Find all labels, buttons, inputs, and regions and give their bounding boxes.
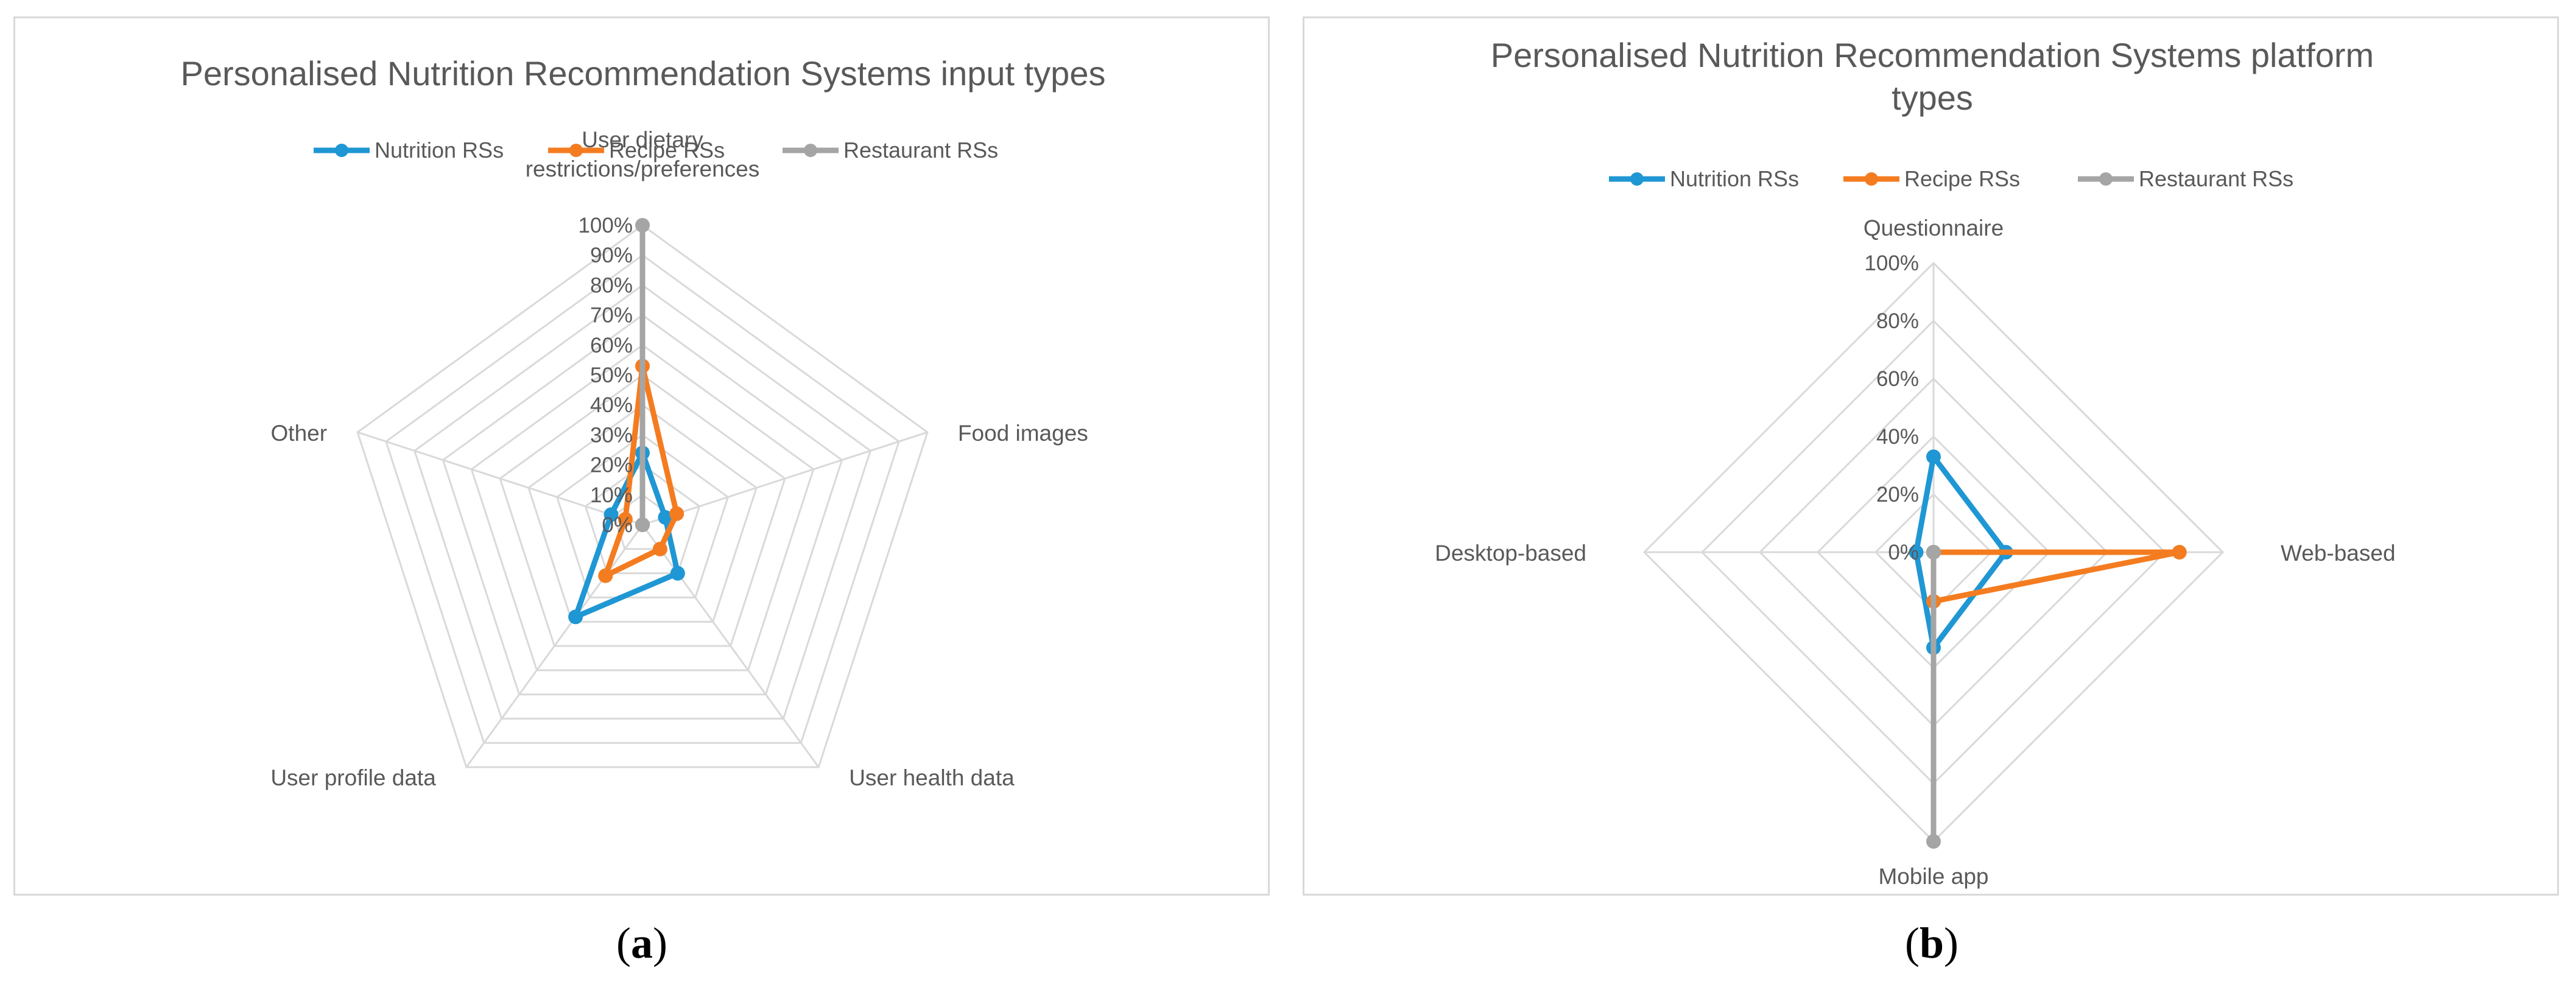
tick-label: 60%	[1876, 367, 1919, 391]
data-point-user-profile-data	[598, 568, 613, 583]
grid-ring	[413, 284, 872, 720]
legend-item-restaurant-rss: Restaurant RSs	[783, 138, 998, 163]
tick-label: 80%	[1876, 309, 1919, 333]
data-point-mobile-app	[1926, 834, 1941, 849]
tick-label: 10%	[590, 483, 633, 507]
legend-label: Restaurant RSs	[2139, 166, 2293, 191]
series-line	[602, 363, 680, 579]
radar-chart-platform-types: Personalised Nutrition Recommendation Sy…	[1435, 36, 2396, 889]
chart-title: Personalised Nutrition Recommendation Sy…	[1491, 36, 2374, 74]
legend-swatch-marker	[1630, 172, 1644, 186]
data-point-web-based	[2172, 545, 2187, 560]
grid-ring	[555, 433, 730, 598]
data-point-user-dietary-restrictions-preferences	[635, 218, 650, 233]
axis-label-food-images: Food images	[958, 421, 1088, 446]
tick-label: 20%	[590, 454, 633, 477]
series-line	[572, 450, 681, 620]
legend-item-restaurant-rss: Restaurant RSs	[2078, 166, 2293, 191]
tick-label: 90%	[590, 244, 633, 267]
chart-title: types	[1892, 79, 1973, 117]
radar-chart-input-types: Personalised Nutrition Recommendation Sy…	[181, 54, 1106, 790]
series-restaurant-rss	[635, 218, 650, 532]
grid-ring	[356, 224, 929, 768]
legend-swatch-marker	[335, 144, 348, 157]
chart-title: Personalised Nutrition Recommendation Sy…	[181, 54, 1106, 93]
axis-label-mobile-app: Mobile app	[1878, 864, 1988, 889]
tick-label: 100%	[1864, 251, 1919, 275]
tick-label: 20%	[1876, 483, 1919, 507]
axis-label-web-based: Web-based	[2281, 541, 2396, 566]
tick-label: 60%	[590, 334, 633, 357]
legend-label: Restaurant RSs	[843, 138, 998, 163]
data-point-other	[635, 518, 650, 532]
grid-ring	[499, 374, 786, 647]
grid-ring	[584, 463, 701, 575]
tick-label: 0%	[602, 513, 633, 537]
data-point-desktop-based	[1926, 545, 1941, 560]
legend-item-recipe-rss: Recipe RSs	[1843, 166, 2020, 191]
legend-swatch-marker	[1865, 172, 1878, 186]
grid-ring	[470, 343, 815, 672]
grid-ring	[442, 314, 843, 696]
data-point-user-health-data	[670, 566, 685, 581]
axis-label-user-profile-data: User profile data	[270, 765, 436, 790]
legend-label: Recipe RSs	[609, 138, 725, 163]
data-point-user-profile-data	[568, 609, 583, 625]
chart-panel-platform-types: Personalised Nutrition Recommendation Sy…	[1303, 16, 2559, 896]
grid-spoke	[357, 431, 643, 526]
chart-panel-input-types: Personalised Nutrition Recommendation Sy…	[13, 16, 1270, 896]
legend-label: Nutrition RSs	[375, 138, 504, 163]
data-point-questionnaire	[1926, 449, 1941, 465]
tick-label: 40%	[1876, 425, 1919, 449]
series-recipe-rss	[1926, 545, 2187, 609]
grid-spoke	[642, 431, 928, 526]
tick-label: 80%	[590, 273, 633, 297]
series-line	[1930, 549, 2183, 605]
legend-swatch-marker	[804, 144, 817, 157]
grid-spoke	[465, 524, 644, 768]
legend-item-nutrition-rss: Nutrition RSs	[314, 138, 504, 163]
tick-label: 40%	[590, 393, 633, 417]
legend-swatch-marker	[569, 144, 583, 157]
tick-label: 100%	[578, 214, 633, 237]
series-recipe-rss	[598, 359, 684, 583]
grid-ring	[385, 254, 900, 744]
tick-label: 50%	[590, 363, 633, 387]
legend-swatch-marker	[2099, 172, 2113, 186]
tick-label: 0%	[1888, 541, 1919, 564]
data-point-user-health-data	[652, 541, 667, 556]
axis-label-user-health-data: User health data	[849, 765, 1015, 790]
caption-a: (a)	[616, 919, 667, 967]
grid-spoke	[641, 524, 820, 768]
data-point-other	[604, 507, 619, 522]
legend-item-nutrition-rss: Nutrition RSs	[1609, 166, 1799, 191]
series-restaurant-rss	[1926, 545, 1941, 849]
axis-label-desktop-based: Desktop-based	[1435, 541, 1586, 566]
axis-label-questionnaire: Questionnaire	[1863, 216, 2004, 240]
axis-label-other: Other	[271, 421, 328, 446]
axis-label-user-dietary-restrictions-preferences: restrictions/preferences	[526, 156, 760, 181]
tick-label: 30%	[590, 423, 633, 447]
grid-ring	[527, 404, 758, 623]
data-point-food-images	[658, 510, 673, 525]
data-point-food-images	[669, 506, 684, 521]
legend-label: Recipe RSs	[1904, 166, 2020, 191]
data-point-other	[618, 511, 633, 527]
tick-label: 70%	[590, 304, 633, 328]
data-point-desktop-based	[1909, 545, 1924, 560]
legend-label: Nutrition RSs	[1670, 166, 1799, 191]
caption-b: (b)	[1904, 919, 1958, 967]
axis-label-user-dietary-restrictions-preferences: User dietary	[582, 127, 703, 152]
legend-item-recipe-rss: Recipe RSs	[548, 138, 725, 163]
